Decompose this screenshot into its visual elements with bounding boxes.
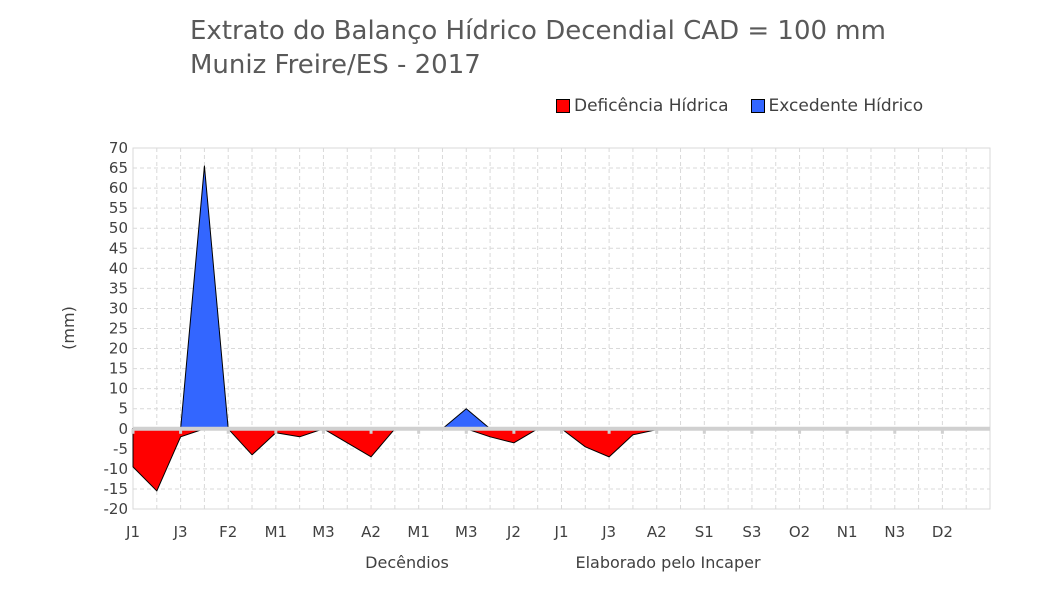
y-tick-label: 0: [118, 420, 128, 438]
y-tick-label: -20: [104, 500, 129, 518]
x-axis: J1 J3 F2 M1 M3 A2 M1 M3 J2 J1 J3 A2 S1 S3 O2 N1 N3 D2: [125, 523, 953, 541]
x-tick-label: M3: [312, 523, 335, 541]
y-tick-label: 35: [109, 279, 128, 297]
legend-swatch-deficit: [556, 99, 570, 113]
y-tick-label: 15: [109, 360, 128, 378]
x-tick-label: J1: [554, 523, 569, 541]
chart-series: [131, 165, 990, 492]
x-tick-label: J1: [125, 523, 140, 541]
y-tick-label: 60: [109, 179, 128, 197]
x-tick-label: O2: [789, 523, 810, 541]
chart-title-line1: Extrato do Balanço Hídrico Decendial CAD…: [190, 16, 886, 46]
x-tick-label: A2: [647, 523, 667, 541]
y-tick-label: 70: [109, 139, 128, 157]
legend-label-deficit: Deficência Hídrica: [574, 96, 729, 116]
x-tick-label: N3: [884, 523, 905, 541]
x-tick-label: D2: [932, 523, 953, 541]
y-tick-label: -5: [113, 440, 128, 458]
y-tick-label: 30: [109, 299, 128, 317]
legend-item-surplus: Excedente Hídrico: [750, 96, 924, 116]
x-tick-label: A2: [361, 523, 381, 541]
chart-title: Extrato do Balanço Hídrico Decendial CAD…: [190, 14, 886, 82]
chart-legend: Deficência Hídrica Excedente Hídrico: [556, 96, 923, 116]
y-tick-label: 65: [109, 159, 128, 177]
y-tick-label: 20: [109, 340, 128, 358]
x-tick-label: S1: [695, 523, 714, 541]
y-tick-label: 55: [109, 199, 128, 217]
x-tick-label: M1: [407, 523, 430, 541]
chart-title-line2: Muniz Freire/ES - 2017: [190, 50, 481, 80]
y-tick-label: 10: [109, 380, 128, 398]
x-tick-label: N1: [837, 523, 858, 541]
x-tick-label: M1: [265, 523, 288, 541]
series-area-deficit: [132, 428, 967, 492]
y-tick-label: 40: [109, 259, 128, 277]
series-area-surplus: [132, 165, 967, 430]
x-tick-label: S3: [742, 523, 761, 541]
legend-item-deficit: Deficência Hídrica: [556, 96, 729, 116]
y-tick-label: 25: [109, 320, 128, 338]
x-tick-label: F2: [219, 523, 237, 541]
x-axis-title: Decêndios: [365, 553, 449, 572]
legend-label-surplus: Excedente Hídrico: [768, 96, 924, 116]
y-tick-label: 45: [109, 239, 128, 257]
y-tick-label: -10: [104, 460, 129, 478]
chart-credit: Elaborado pelo Incaper: [575, 553, 761, 572]
x-tick-label: J3: [601, 523, 616, 541]
x-tick-label: M3: [455, 523, 478, 541]
y-tick-label: 50: [109, 219, 128, 237]
y-tick-label: 5: [118, 400, 128, 418]
legend-swatch-surplus: [750, 99, 765, 113]
chart-grid: [132, 147, 991, 510]
x-tick-label: J2: [506, 523, 521, 541]
x-tick-label: J3: [173, 523, 188, 541]
y-tick-label: -15: [104, 480, 129, 498]
y-axis-title: (mm): [59, 306, 78, 350]
